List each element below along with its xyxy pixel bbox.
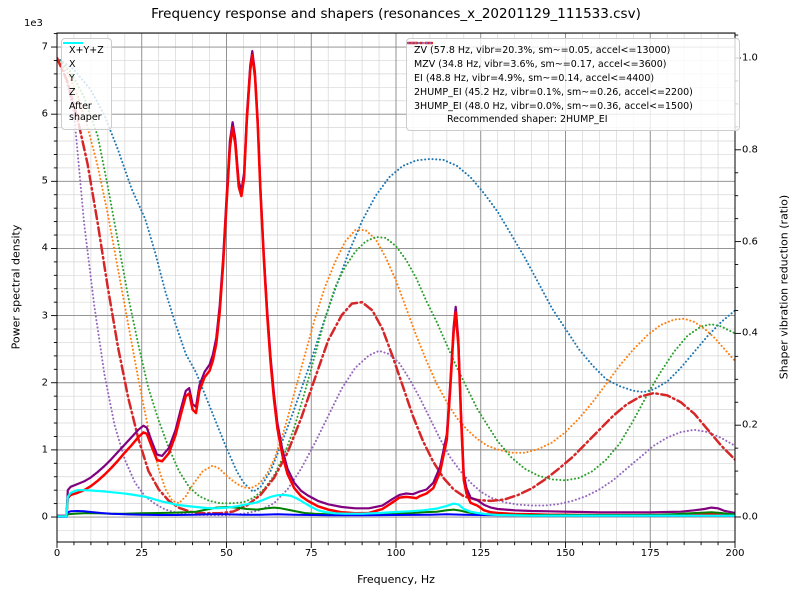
legend-line-sample: [63, 42, 83, 44]
tick-label: 0.8: [742, 144, 758, 156]
chart-title: Frequency response and shapers (resonanc…: [151, 6, 641, 22]
legend-label: ZV (57.8 Hz, vibr=20.3%, sm~=0.05, accel…: [414, 45, 671, 56]
tick-label: 175: [640, 548, 660, 559]
tick-label: 125: [471, 548, 491, 559]
legend-label: 3HUMP_EI (48.0 Hz, vibr=0.0%, sm~=0.36, …: [414, 100, 693, 112]
legend-label: EI (48.8 Hz, vibr=4.9%, sm~=0.14, accel<…: [414, 72, 655, 84]
tick-label: 100: [386, 548, 406, 559]
tick-label: 0.2: [742, 419, 758, 431]
legend-item-z: Z: [63, 42, 104, 99]
series-after-shaper: [57, 489, 735, 518]
series-lines: [57, 50, 735, 518]
legend-label: After shaper: [69, 100, 102, 124]
tick-label: 50: [220, 548, 233, 559]
legend-label: X: [69, 58, 76, 70]
legend-item-mzv: MZV (34.8 Hz, vibr=3.6%, sm~=0.17, accel…: [407, 42, 732, 71]
y-axis-label-right: Shaper vibration reduction (ratio): [777, 194, 791, 380]
legend-label: Z: [69, 86, 76, 98]
minor-gridlines: [57, 33, 735, 542]
tick-label: 0.6: [742, 236, 758, 248]
recommended-shaper-note: Recommended shaper: 2HUMP_EI: [447, 114, 608, 126]
tick-label: 200: [725, 548, 745, 559]
tick-label: 5: [41, 175, 48, 187]
tick-marks: [51, 33, 741, 548]
legend-item-x: X: [63, 42, 104, 71]
tick-label: 0.4: [742, 327, 758, 339]
tick-label: 3: [41, 310, 48, 322]
legend-shapers: ZV (57.8 Hz, vibr=20.3%, sm~=0.05, accel…: [406, 38, 740, 132]
tick-label: 7: [41, 41, 48, 53]
tick-label: 0: [41, 511, 48, 523]
series-zv: [57, 57, 735, 493]
legend-label: X+Y+Z: [69, 45, 104, 56]
legend-item-after-shaper: After shaper: [63, 42, 104, 125]
x-axis-label: Frequency, Hz: [357, 573, 435, 586]
legend-item-zv: ZV (57.8 Hz, vibr=20.3%, sm~=0.05, accel…: [407, 42, 732, 57]
tick-label: 4: [41, 242, 48, 254]
legend-item-y: Y: [63, 42, 104, 85]
series-x: [57, 53, 735, 518]
legend-item-2hump-ei: 2HUMP_EI (45.2 Hz, vibr=0.1%, sm~=0.26, …: [407, 41, 732, 99]
tick-label: 6: [41, 108, 48, 120]
tick-label: 1: [41, 444, 48, 456]
y-axis-offset-text: 1e3: [24, 18, 43, 29]
series-2hump-ei: [57, 56, 735, 515]
legend-psd: X+Y+Z X Y Z After shaper: [61, 38, 112, 131]
tick-label: 0.0: [742, 511, 758, 523]
tick-label: 0: [53, 548, 61, 559]
y-axis-label-left: Power spectral density: [9, 224, 23, 350]
tick-label: 75: [304, 548, 318, 559]
legend-label: 2HUMP_EI (45.2 Hz, vibr=0.1%, sm~=0.26, …: [414, 86, 693, 98]
series-mzv: [57, 57, 735, 505]
legend-line-sample: [407, 42, 433, 44]
legend-label: MZV (34.8 Hz, vibr=3.6%, sm~=0.17, accel…: [414, 58, 667, 70]
tick-label: 25: [135, 548, 149, 559]
legend-item-3hump-ei: 3HUMP_EI (48.0 Hz, vibr=0.0%, sm~=0.36, …: [407, 42, 732, 113]
legend-item-ei: EI (48.8 Hz, vibr=4.9%, sm~=0.14, accel<…: [407, 42, 732, 85]
tick-label: 2: [41, 377, 48, 389]
tick-label: 150: [555, 548, 576, 559]
series-3hump-ei: [57, 57, 735, 517]
tick-label: 1.0: [742, 52, 758, 64]
legend-label: Y: [69, 72, 75, 84]
